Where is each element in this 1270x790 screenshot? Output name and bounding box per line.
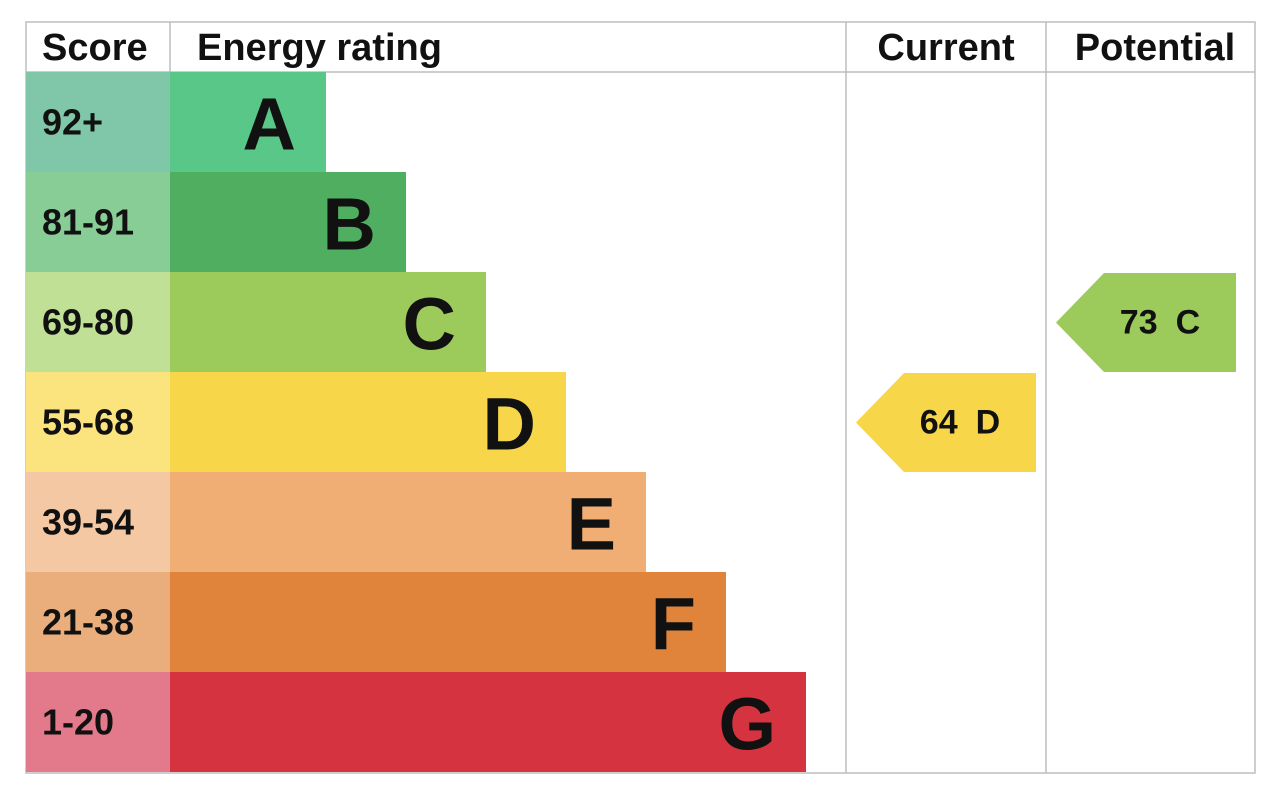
score-cell (26, 472, 170, 572)
score-cell (26, 172, 170, 272)
score-label: 55-68 (42, 402, 134, 443)
rating-bar (170, 372, 566, 472)
score-label: 69-80 (42, 302, 134, 343)
rating-letter: D (483, 383, 536, 466)
score-label: 92+ (42, 102, 103, 143)
rating-bar (170, 172, 406, 272)
score-cell (26, 272, 170, 372)
current-arrow (856, 373, 1036, 472)
score-label: 21-38 (42, 602, 134, 643)
score-cell (26, 372, 170, 472)
current-score: 64 (920, 404, 958, 442)
header-potential: Potential (1075, 27, 1235, 69)
rating-bar (170, 672, 806, 772)
score-label: 39-54 (42, 502, 134, 543)
score-cell (26, 72, 170, 172)
rating-letter: F (651, 583, 696, 666)
current-rating: D (976, 404, 1001, 442)
header-current: Current (877, 27, 1015, 69)
potential-rating: C (1176, 304, 1201, 342)
header-rating: Energy rating (197, 27, 442, 69)
rating-letter: C (403, 283, 456, 366)
rating-letter: B (323, 183, 376, 266)
rating-bar (170, 572, 726, 672)
rating-letter: E (567, 483, 616, 566)
rating-bar (170, 472, 646, 572)
score-cell (26, 672, 170, 772)
potential-label: 73 C (1120, 304, 1200, 342)
rating-letter: A (243, 83, 296, 166)
header-score: Score (42, 27, 148, 69)
rating-bar (170, 272, 486, 372)
rating-letter: G (718, 683, 776, 766)
score-label: 1-20 (42, 702, 114, 743)
rating-bar (170, 72, 326, 172)
potential-score: 73 (1120, 304, 1158, 342)
potential-arrow (1056, 273, 1236, 372)
score-cell (26, 572, 170, 672)
score-label: 81-91 (42, 202, 134, 243)
current-label: 64 D (920, 404, 1000, 442)
